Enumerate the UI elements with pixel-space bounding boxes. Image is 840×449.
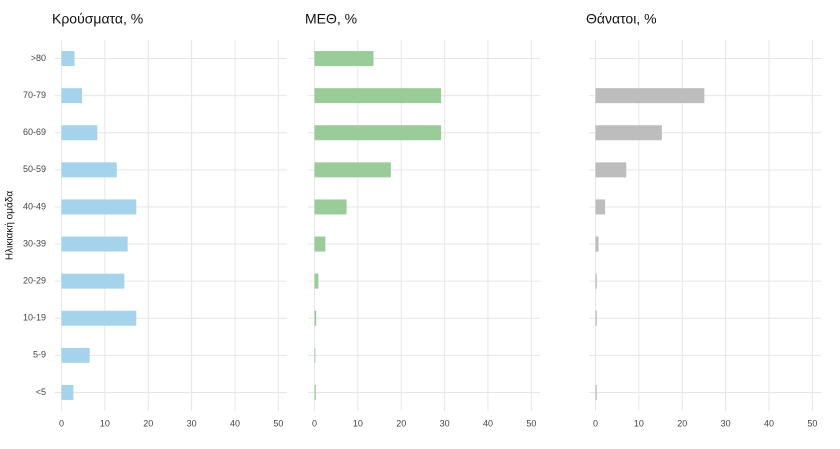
x-tick-label: 30 xyxy=(187,418,197,428)
y-tick-label: 5-9 xyxy=(33,350,46,360)
panel-title: Θάνατοι, % xyxy=(586,11,657,27)
panel-title: ΜΕΘ, % xyxy=(305,11,357,27)
y-axis-label: Ηλικιακή ομάδα xyxy=(4,191,16,260)
bar xyxy=(314,88,442,104)
x-tick-label: 10 xyxy=(100,418,110,428)
x-tick-label: 20 xyxy=(143,418,153,428)
bar xyxy=(61,273,125,289)
x-tick-label: 20 xyxy=(396,418,406,428)
x-tick-label: 40 xyxy=(483,418,493,428)
bar xyxy=(595,384,597,400)
bar xyxy=(595,236,599,252)
x-tick-label: 40 xyxy=(764,418,774,428)
bar xyxy=(314,384,316,400)
x-tick-label: 10 xyxy=(634,418,644,428)
bar xyxy=(314,162,391,178)
x-tick-label: 30 xyxy=(721,418,731,428)
y-tick-label: 70-79 xyxy=(23,90,46,100)
y-tick-label: 30-39 xyxy=(23,238,46,248)
bar xyxy=(595,199,606,215)
x-tick-label: 0 xyxy=(593,418,598,428)
x-tick-label: 40 xyxy=(230,418,240,428)
y-tick-label: >80 xyxy=(31,53,46,63)
x-tick-label: 30 xyxy=(440,418,450,428)
bar xyxy=(595,125,662,141)
bar xyxy=(61,162,117,178)
bar xyxy=(61,384,74,400)
bar xyxy=(314,199,347,215)
bar xyxy=(61,125,98,141)
x-tick-label: 20 xyxy=(677,418,687,428)
bar xyxy=(314,273,319,289)
x-tick-label: 10 xyxy=(353,418,363,428)
x-tick-label: 50 xyxy=(526,418,536,428)
y-tick-label: 50-59 xyxy=(23,164,46,174)
y-tick-label: 40-49 xyxy=(23,201,46,211)
bar xyxy=(61,199,137,215)
bar xyxy=(595,273,597,289)
bar xyxy=(314,310,317,326)
bar xyxy=(61,310,137,326)
bar xyxy=(314,51,374,67)
bar xyxy=(595,162,627,178)
x-tick-label: 50 xyxy=(807,418,817,428)
bar xyxy=(314,347,316,363)
bar xyxy=(314,236,326,252)
bar xyxy=(595,310,597,326)
y-tick-label: <5 xyxy=(36,387,46,397)
bar xyxy=(314,125,442,141)
bar xyxy=(61,88,83,104)
bar xyxy=(61,236,128,252)
panel-title: Κρούσματα, % xyxy=(52,11,143,27)
bar xyxy=(61,51,75,67)
y-tick-label: 10-19 xyxy=(23,313,46,323)
x-tick-label: 50 xyxy=(273,418,283,428)
y-tick-label: 60-69 xyxy=(23,127,46,137)
bar xyxy=(595,88,705,104)
x-tick-label: 0 xyxy=(312,418,317,428)
bar xyxy=(61,347,90,363)
x-tick-label: 0 xyxy=(59,418,64,428)
y-tick-label: 20-29 xyxy=(23,276,46,286)
